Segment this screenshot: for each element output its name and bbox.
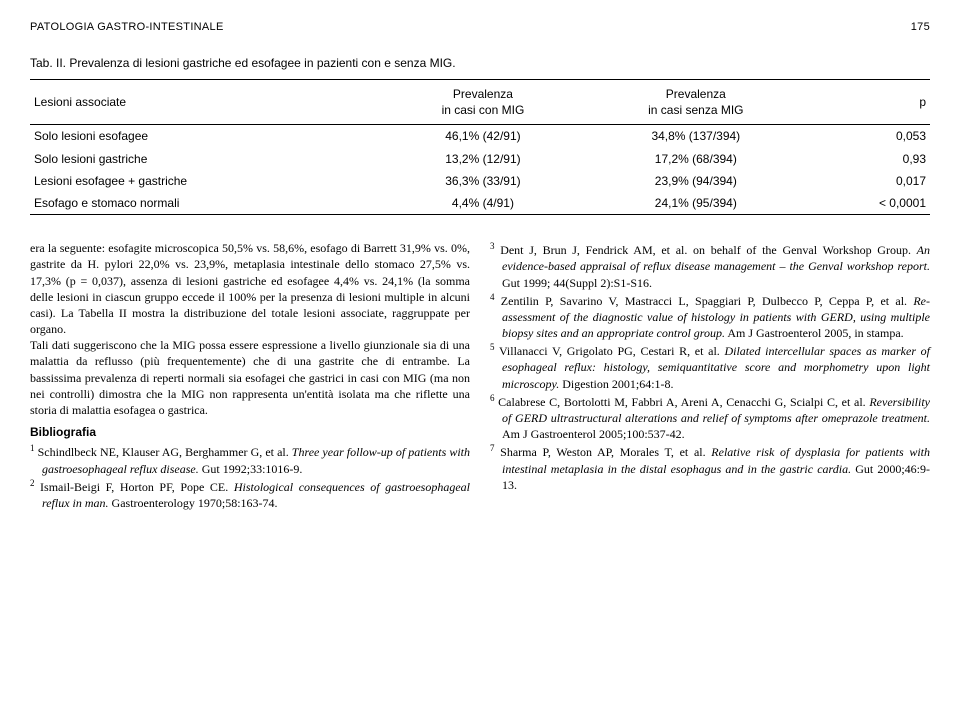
reference-item: 7 Sharma P, Weston AP, Morales T, et al.… [490,442,930,493]
cell-label: Lesioni esofagee + gastriche [30,170,383,192]
reference-item: 6 Calabrese C, Bortolotti M, Fabbri A, A… [490,392,930,443]
reference-item: 4 Zentilin P, Savarino V, Mastracci L, S… [490,291,930,342]
cell-senza: 24,1% (95/394) [582,192,809,215]
prevalence-table: Lesioni associate Prevalenza in casi con… [30,79,930,215]
page-header: PATOLOGIA GASTRO-INTESTINALE 175 [30,20,930,35]
paragraph-results: era la seguente: esofagite microscopica … [30,240,470,337]
table-row: Solo lesioni gastriche13,2% (12/91)17,2%… [30,148,930,170]
paragraph-discussion: Tali dati suggeriscono che la MIG possa … [30,337,470,418]
cell-p: 0,053 [809,125,930,148]
reference-item: 5 Villanacci V, Grigolato PG, Cestari R,… [490,341,930,392]
cell-label: Solo lesioni esofagee [30,125,383,148]
cell-p: 0,017 [809,170,930,192]
cell-mig: 13,2% (12/91) [383,148,582,170]
th-prev-mig: Prevalenza in casi con MIG [383,80,582,125]
reference-item: 3 Dent J, Brun J, Fendrick AM, et al. on… [490,240,930,291]
table-row: Esofago e stomaco normali4,4% (4/91)24,1… [30,192,930,215]
cell-mig: 4,4% (4/91) [383,192,582,215]
bibliography-heading: Bibliografia [30,424,470,440]
cell-label: Solo lesioni gastriche [30,148,383,170]
table-row: Solo lesioni esofagee46,1% (42/91)34,8% … [30,125,930,148]
cell-p: < 0,0001 [809,192,930,215]
table-row: Lesioni esofagee + gastriche36,3% (33/91… [30,170,930,192]
cell-p: 0,93 [809,148,930,170]
th-prev-senza: Prevalenza in casi senza MIG [582,80,809,125]
th-p: p [809,80,930,125]
cell-mig: 36,3% (33/91) [383,170,582,192]
section-title: PATOLOGIA GASTRO-INTESTINALE [30,20,224,35]
reference-item: 2 Ismail-Beigi F, Horton PF, Pope CE. Hi… [30,477,470,511]
cell-senza: 23,9% (94/394) [582,170,809,192]
th-lesioni: Lesioni associate [30,80,383,125]
reference-item: 1 Schindlbeck NE, Klauser AG, Berghammer… [30,442,470,476]
cell-mig: 46,1% (42/91) [383,125,582,148]
page-number: 175 [911,20,930,35]
cell-label: Esofago e stomaco normali [30,192,383,215]
cell-senza: 17,2% (68/394) [582,148,809,170]
body-text: era la seguente: esofagite microscopica … [30,240,930,511]
cell-senza: 34,8% (137/394) [582,125,809,148]
table-caption: Tab. II. Prevalenza di lesioni gastriche… [30,55,930,71]
